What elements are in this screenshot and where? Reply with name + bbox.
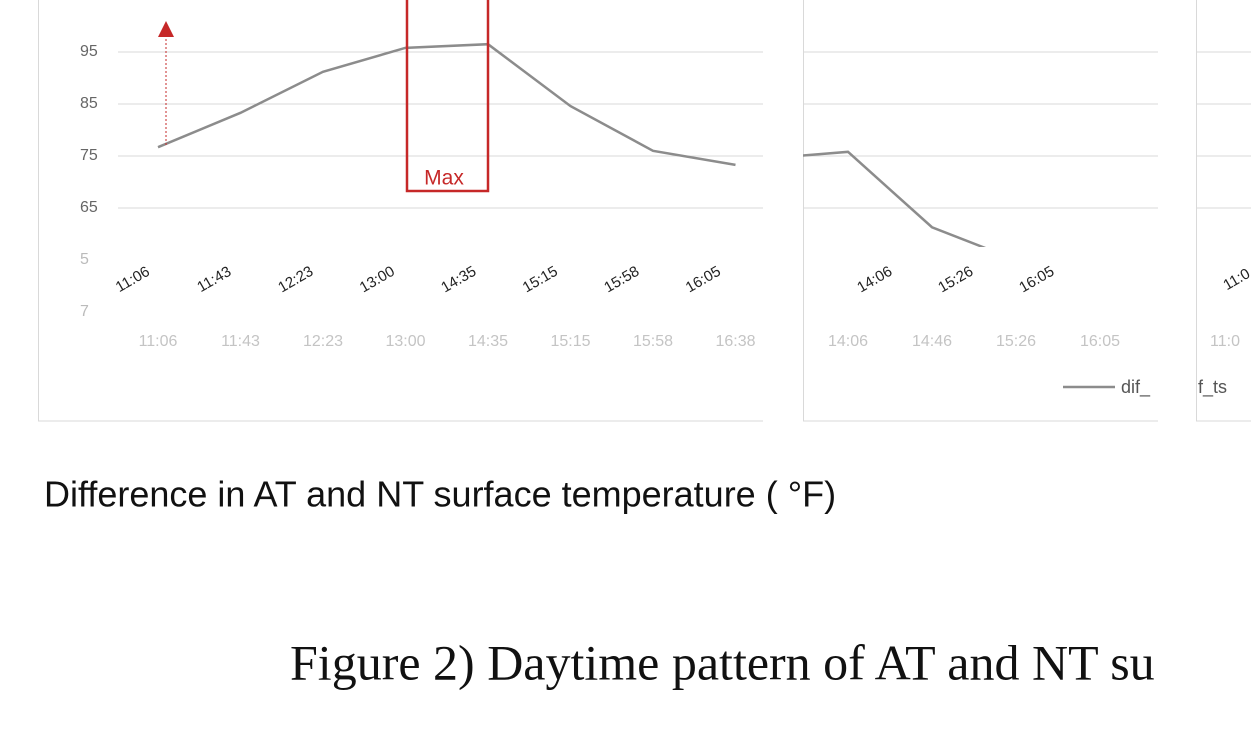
caption: Difference in AT and NT surface temperat… <box>44 474 836 515</box>
y-tick-label: 5 <box>80 251 89 268</box>
data-line <box>157 42 736 167</box>
y-tick-label: 95 <box>80 43 98 60</box>
x-tick-label: 15:26 <box>996 333 1036 350</box>
panel: 11:011:0 <box>1196 0 1251 422</box>
x-tick-label: 16:38 <box>715 333 755 350</box>
x-tick-label: 16:05 <box>1080 333 1120 350</box>
y-tick-label: 65 <box>80 199 98 216</box>
x-tick-label: 14:06 <box>828 333 868 350</box>
legend-label: dif_ <box>1121 377 1151 398</box>
panel-frame <box>1196 0 1251 422</box>
y-tick-label: 7 <box>80 303 89 320</box>
panel-frame <box>38 0 763 422</box>
x-tick-label: 13:00 <box>385 333 425 350</box>
figure-caption: Figure 2) Daytime pattern of AT and NT s… <box>290 634 1155 690</box>
max-box <box>405 0 490 193</box>
label-band <box>1197 247 1251 325</box>
arrow-head <box>158 21 174 37</box>
x-tick-label: 15:58 <box>633 333 673 350</box>
x-tick-label: 11:06 <box>139 333 178 350</box>
panel: 11:06 11:43 12:23 13:00 14:35 15:15 15:58 16:38… <box>38 0 763 422</box>
annotation: Max <box>424 167 464 190</box>
legend-label: f_ts <box>1198 377 1227 398</box>
x-tick-label: 11:0 <box>1210 333 1240 350</box>
x-tick-label: 11:43 <box>221 333 260 350</box>
x-tick-label: 12:23 <box>303 333 343 350</box>
panel-frame <box>803 0 1158 422</box>
label-band <box>39 247 763 325</box>
label-band <box>804 247 1158 325</box>
x-tick-label: 15:15 <box>550 333 590 350</box>
x-tick-label: 14:46 <box>912 333 952 350</box>
y-tick-label: 75 <box>80 147 98 164</box>
x-tick-label: 14:35 <box>468 333 508 350</box>
y-tick-label: 85 <box>80 95 98 112</box>
